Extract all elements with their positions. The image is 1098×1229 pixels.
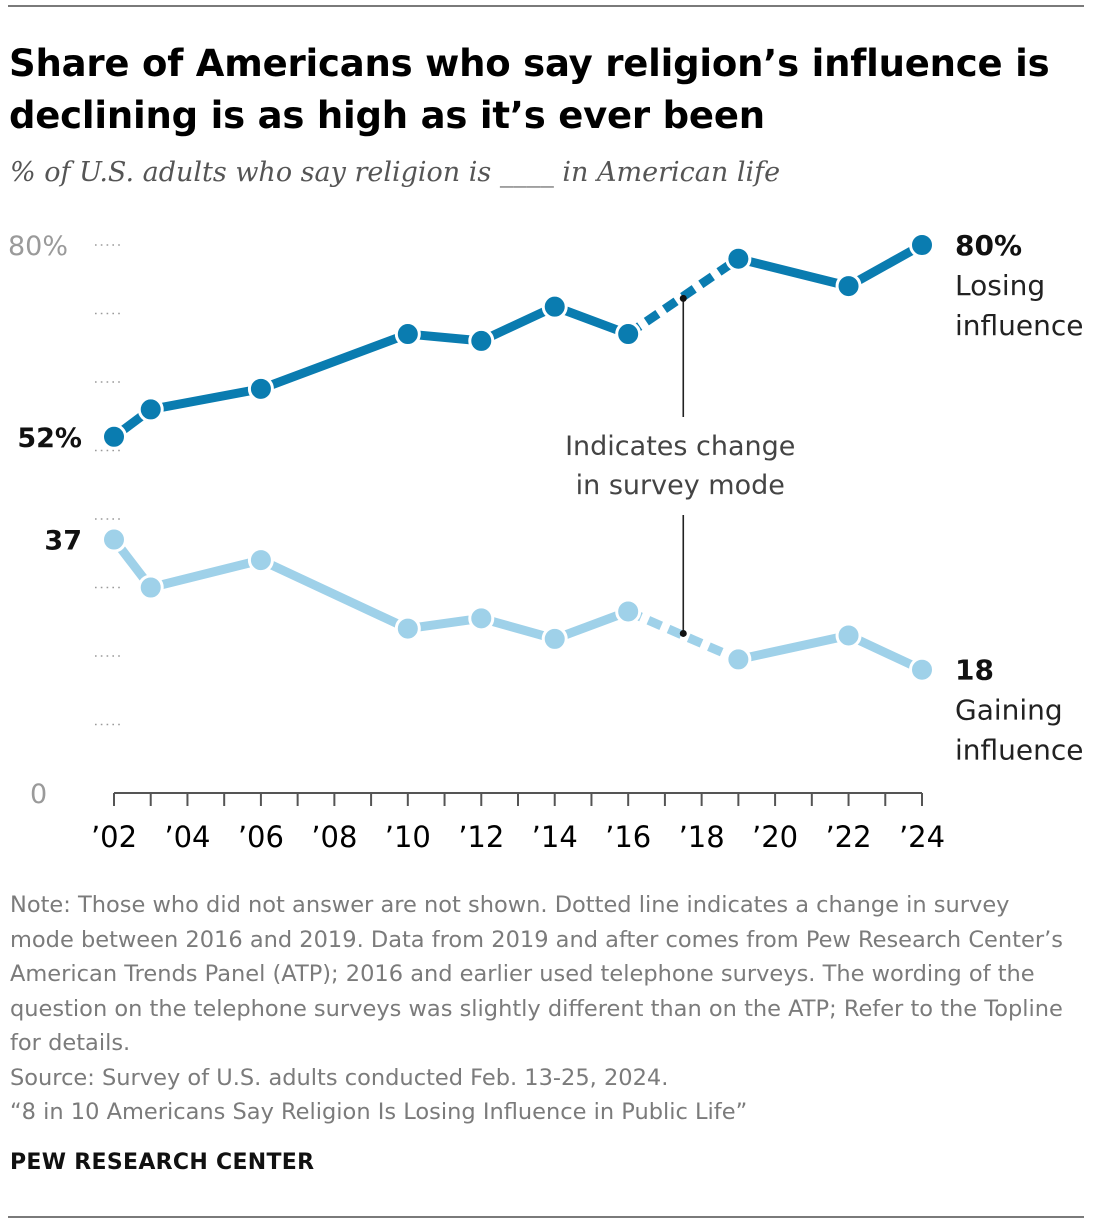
x-tick-label: ’14: [532, 820, 578, 854]
data-point: [137, 396, 164, 423]
data-point: [541, 293, 568, 320]
pew-logo-text: PEW RESEARCH CENTER: [10, 1150, 315, 1175]
x-tick-label: ’16: [605, 820, 651, 854]
end-value-label: 80%: [955, 229, 1022, 262]
start-value-label: 37: [44, 526, 82, 557]
data-point: [101, 526, 127, 553]
data-point: [835, 622, 862, 649]
data-point: [137, 574, 164, 601]
data-point: [725, 646, 752, 673]
x-tick-label: ’04: [164, 820, 210, 854]
y-tick-label: 0: [30, 779, 47, 810]
data-point: [615, 321, 642, 348]
report-title: “8 in 10 Americans Say Religion Is Losin…: [10, 1099, 748, 1125]
x-tick-label: ’02: [91, 820, 137, 854]
series-name-label: influence: [955, 309, 1084, 342]
x-tick-label: ’24: [899, 820, 945, 854]
annotation-dot: [679, 294, 687, 302]
end-value-label: 18: [955, 654, 994, 687]
data-point: [394, 321, 421, 348]
data-point: [247, 547, 274, 574]
series-dashed-segment-1: [626, 607, 741, 664]
annotation-text: in survey mode: [576, 470, 785, 501]
bottom-rule: [8, 1216, 1084, 1218]
annotation-dot: [679, 629, 687, 637]
data-point: [468, 327, 495, 354]
chart-subtitle: % of U.S. adults who say religion is ___…: [10, 157, 781, 188]
series-name-label: Losing: [955, 269, 1045, 302]
data-point: [725, 245, 752, 272]
series-layer: [101, 232, 935, 683]
data-point: [909, 656, 935, 683]
x-tick-label: ’12: [458, 820, 504, 854]
series-name-label: influence: [955, 734, 1084, 767]
x-tick-label: ’08: [311, 820, 357, 854]
chart-labels: 52% 80% Losing influence 37 18 Gaining influenc…: [17, 229, 1083, 767]
data-point: [468, 605, 495, 632]
data-point: [909, 232, 935, 258]
data-point: [101, 423, 127, 450]
data-point: [541, 625, 568, 652]
data-point: [394, 615, 421, 642]
chart-notes: Note: Those who did not answer are not s…: [10, 888, 1080, 1130]
annotation-text: Indicates change: [565, 431, 795, 462]
x-tick-label: ’22: [825, 820, 871, 854]
gridlines: [95, 244, 124, 726]
series-name-label: Gaining: [955, 694, 1063, 727]
y-tick-label: 80%: [8, 231, 68, 262]
data-point: [615, 598, 642, 625]
series-line-1: [110, 536, 630, 644]
series-line-1: [737, 630, 924, 674]
x-tick-label: ’18: [679, 820, 725, 854]
x-tick-label: ’20: [752, 820, 798, 854]
data-point: [835, 273, 862, 300]
x-tick-label: ’10: [385, 820, 431, 854]
data-point: [247, 375, 274, 402]
start-value-label: 52%: [17, 423, 82, 454]
note-text: Note: Those who did not answer are not s…: [10, 892, 1063, 1056]
x-axis: 80% 0 ’02 ’04 ’06 ’08 ’10 ’12 ’14 ’16 ’18 ’20 ’22 ’24: [8, 231, 945, 854]
top-rule: [8, 5, 1084, 7]
series-line-0: [737, 241, 925, 291]
chart-title: Share of Americans who say religion’s in…: [9, 42, 1050, 137]
series-line-0: [111, 302, 630, 441]
x-tick-label: ’06: [238, 820, 284, 854]
source-text: Source: Survey of U.S. adults conducted …: [10, 1064, 669, 1091]
line-chart: 80% 0 ’02 ’04 ’06 ’08 ’10 ’12 ’14 ’16 ’18 ’20 ’22 ’24…: [8, 229, 1084, 854]
